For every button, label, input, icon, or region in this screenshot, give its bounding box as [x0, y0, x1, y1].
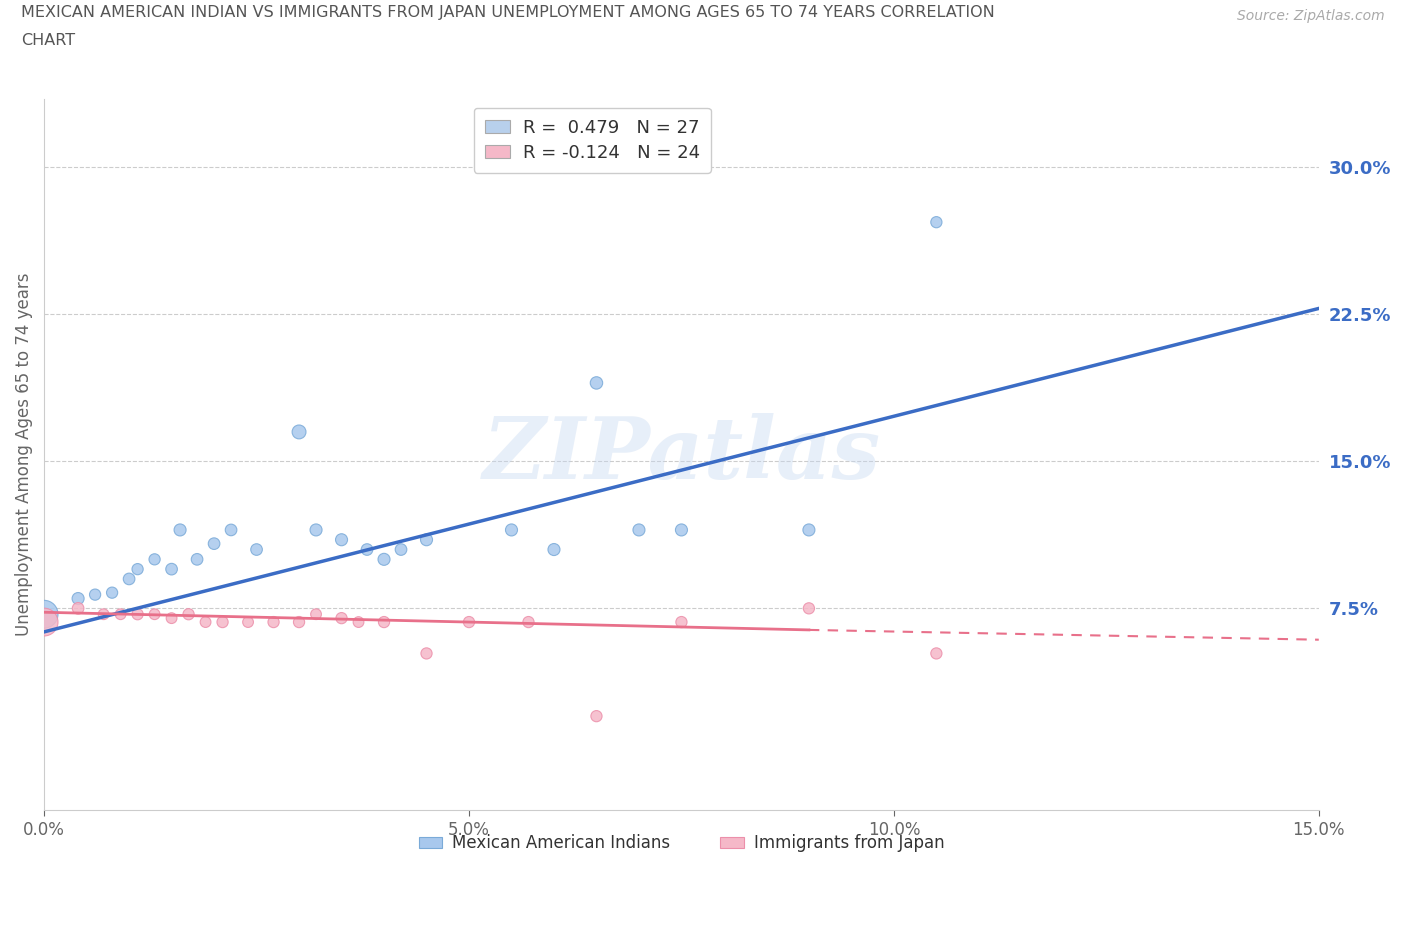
Point — [373, 615, 395, 630]
Point — [458, 615, 481, 630]
Point — [67, 601, 90, 616]
Point — [373, 551, 395, 566]
Point — [236, 615, 259, 630]
Point — [32, 615, 55, 630]
Text: Source: ZipAtlas.com: Source: ZipAtlas.com — [1237, 9, 1385, 23]
Point — [160, 562, 183, 577]
Point — [356, 542, 378, 557]
Point — [127, 606, 149, 621]
Point — [245, 542, 267, 557]
Point — [101, 585, 124, 600]
Point — [389, 542, 412, 557]
Point — [263, 615, 285, 630]
Point — [305, 606, 328, 621]
Point — [67, 591, 90, 606]
Point — [627, 523, 650, 538]
Point — [347, 615, 370, 630]
Point — [288, 424, 311, 439]
Y-axis label: Unemployment Among Ages 65 to 74 years: Unemployment Among Ages 65 to 74 years — [15, 272, 32, 636]
Point — [543, 542, 565, 557]
Point — [160, 611, 183, 626]
Point — [84, 587, 107, 602]
Point — [585, 709, 607, 724]
Point — [330, 611, 353, 626]
Point — [202, 537, 225, 551]
Point — [143, 551, 166, 566]
Point — [93, 606, 115, 621]
Point — [797, 601, 820, 616]
Point — [305, 523, 328, 538]
Point — [211, 615, 233, 630]
Point — [415, 532, 437, 547]
Text: MEXICAN AMERICAN INDIAN VS IMMIGRANTS FROM JAPAN UNEMPLOYMENT AMONG AGES 65 TO 7: MEXICAN AMERICAN INDIAN VS IMMIGRANTS FR… — [21, 5, 995, 20]
Point — [517, 615, 540, 630]
Point — [143, 606, 166, 621]
Point — [585, 376, 607, 391]
Point — [671, 615, 693, 630]
Point — [194, 615, 217, 630]
Legend: Mexican American Indians, Immigrants from Japan: Mexican American Indians, Immigrants fro… — [412, 828, 950, 858]
Point — [118, 572, 141, 587]
Point — [415, 646, 437, 661]
Text: ZIPatlas: ZIPatlas — [482, 413, 880, 497]
Point — [501, 523, 523, 538]
Point — [671, 523, 693, 538]
Point — [288, 615, 311, 630]
Point — [110, 606, 132, 621]
Point — [127, 562, 149, 577]
Point — [32, 606, 55, 621]
Point — [186, 551, 208, 566]
Point — [330, 532, 353, 547]
Point — [169, 523, 191, 538]
Point — [219, 523, 242, 538]
Text: CHART: CHART — [21, 33, 75, 47]
Point — [925, 646, 948, 661]
Point — [925, 215, 948, 230]
Point — [177, 606, 200, 621]
Point — [797, 523, 820, 538]
